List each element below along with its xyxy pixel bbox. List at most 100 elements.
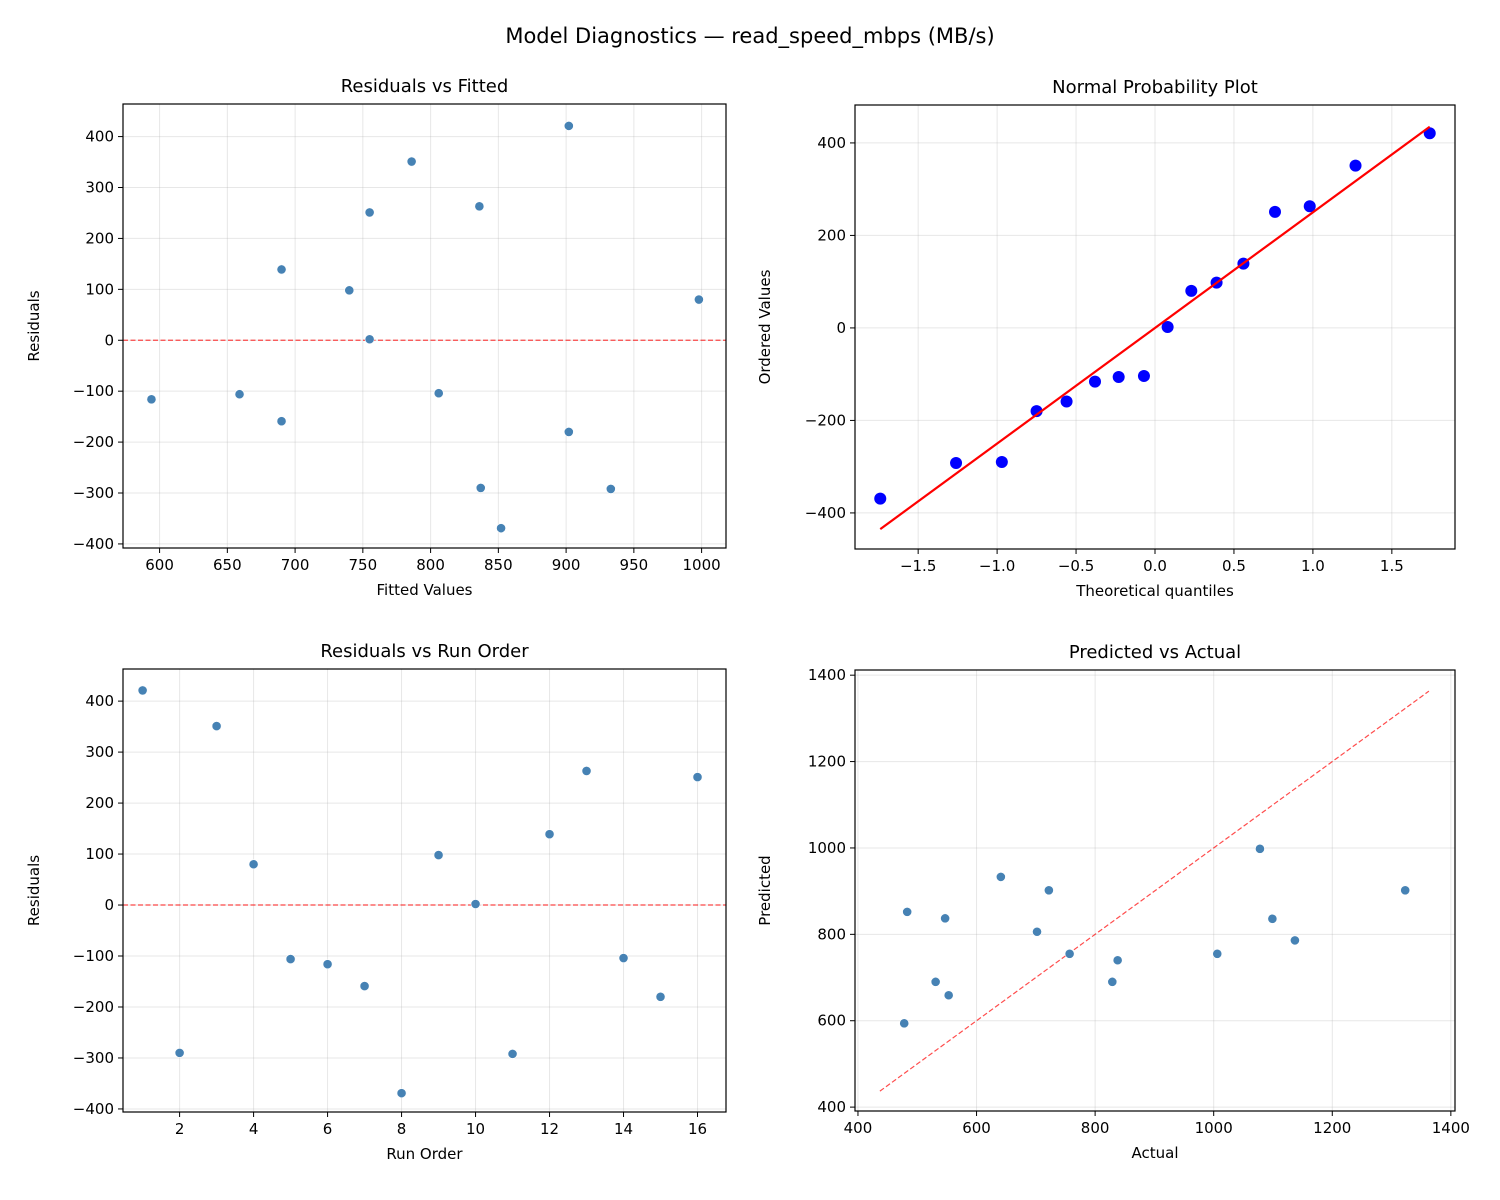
data-point <box>174 1047 185 1058</box>
data-point <box>1212 948 1223 959</box>
data-point <box>248 859 259 870</box>
y-axis-label: Predicted <box>756 855 774 925</box>
x-tick-label: 2 <box>175 1120 185 1138</box>
data-point <box>563 120 574 131</box>
y-tick-label: 100 <box>85 845 114 863</box>
chart-title: Residuals vs Run Order <box>320 641 529 662</box>
x-tick-label: 600 <box>962 1119 991 1137</box>
data-point <box>693 294 704 305</box>
panel-resid-order: 2 4 6 8 10 12 14 16 −400 −300 −200 −100 0 100 200 300 40… <box>25 641 727 1163</box>
x-tick-label: −0.5 <box>1058 557 1094 575</box>
axes-frame <box>122 668 727 1113</box>
y-tick-label: −400 <box>73 535 114 553</box>
data-point <box>902 906 913 917</box>
x-tick-label: 750 <box>349 556 378 574</box>
data-point <box>1089 375 1101 388</box>
data-point <box>364 334 375 345</box>
y-tick-label: 1400 <box>808 666 846 684</box>
x-axis-label: Theoretical quantiles <box>1075 582 1234 600</box>
axes-frame <box>122 103 727 549</box>
data-point <box>1185 284 1198 297</box>
chart-title: Predicted vs Actual <box>1069 642 1241 663</box>
y-tick-label: 100 <box>85 280 114 298</box>
x-tick-label: 8 <box>397 1120 407 1138</box>
data-point <box>496 523 506 534</box>
chart-title: Normal Probability Plot <box>1052 77 1258 98</box>
y-tick-label: 400 <box>817 1098 846 1116</box>
x-tick-label: 800 <box>416 556 445 574</box>
y-tick-label: −200 <box>73 433 114 451</box>
y-tick-label: 1000 <box>808 839 846 857</box>
data-point <box>344 285 355 296</box>
x-axis-label: Fitted Values <box>377 581 473 599</box>
data-point <box>1161 321 1174 333</box>
data-point <box>1112 955 1123 966</box>
y-tick-label: 800 <box>817 925 846 943</box>
data-point <box>1267 913 1278 924</box>
y-tick-label: 0 <box>104 896 114 914</box>
data-point <box>1255 843 1265 854</box>
data-point <box>930 976 941 987</box>
data-point <box>211 721 222 731</box>
data-point <box>874 492 887 505</box>
data-point <box>1112 370 1125 383</box>
chart-title: Residuals vs Fitted <box>341 76 509 97</box>
data-point <box>1137 370 1150 383</box>
panel-resid-fitted: 600 650 700 750 800 850 900 950 1000−400−300−200… <box>25 76 727 599</box>
x-tick-label: 1.0 <box>1301 557 1325 575</box>
data-point <box>406 156 417 167</box>
y-tick-label: −100 <box>73 947 114 965</box>
y-tick-label: 300 <box>85 743 114 761</box>
data-point <box>433 388 444 399</box>
data-point <box>1290 935 1300 946</box>
y-tick-label: 400 <box>85 128 114 146</box>
axes-frame <box>854 669 1456 1112</box>
identity-line <box>879 690 1430 1092</box>
y-tick-label: 200 <box>85 229 114 247</box>
data-point <box>146 394 157 405</box>
data-point <box>1400 885 1411 896</box>
y-tick-label: 300 <box>85 179 114 197</box>
y-tick-label: 0 <box>836 319 846 337</box>
y-axis-label: Ordered Values <box>756 269 774 384</box>
y-tick-label: −400 <box>73 1100 114 1118</box>
panel-normal-prob: −1.5 −1.0 −0.5 0.0 0.5 1.0 1.5 −400 −200 0 200 400 N… <box>756 77 1456 600</box>
x-tick-label: 12 <box>540 1120 559 1138</box>
x-tick-label: 800 <box>1081 1119 1110 1137</box>
x-tick-label: 900 <box>552 556 581 574</box>
y-tick-label: 1200 <box>808 753 846 771</box>
data-point <box>995 456 1008 469</box>
x-tick-label: 1000 <box>683 556 721 574</box>
x-axis-label: Actual <box>1132 1144 1179 1162</box>
x-tick-label: 10 <box>466 1120 485 1138</box>
data-point <box>1269 205 1281 218</box>
data-point <box>618 953 629 963</box>
data-point <box>544 829 555 840</box>
y-tick-label: −400 <box>805 504 846 522</box>
y-tick-label: 200 <box>817 226 846 244</box>
x-tick-label: 1400 <box>1432 1119 1470 1137</box>
y-axis-label: Residuals <box>25 855 43 926</box>
data-point <box>943 990 954 1001</box>
data-point <box>1107 976 1118 987</box>
y-tick-label: 400 <box>817 134 846 152</box>
data-point <box>507 1048 518 1059</box>
panel-pred-actual: 400 600 800 1000 1200 1400 400 600 800 1000 1200 14… <box>756 642 1470 1162</box>
y-tick-label: −300 <box>73 484 114 502</box>
y-tick-label: −200 <box>805 411 846 429</box>
x-tick-label: 0.0 <box>1143 557 1167 575</box>
data-point <box>1064 948 1075 959</box>
x-tick-label: 1.5 <box>1380 557 1404 575</box>
data-point <box>137 685 148 696</box>
data-point <box>285 954 296 964</box>
axes-frame <box>854 104 1456 550</box>
data-point <box>359 981 370 991</box>
data-point <box>474 201 485 212</box>
y-tick-label: 200 <box>85 794 114 812</box>
y-tick-label: −200 <box>73 998 114 1016</box>
x-tick-label: 850 <box>484 556 513 574</box>
y-tick-label: 600 <box>817 1012 846 1030</box>
data-point <box>1030 405 1043 418</box>
data-point <box>563 427 574 437</box>
data-point <box>950 456 963 469</box>
